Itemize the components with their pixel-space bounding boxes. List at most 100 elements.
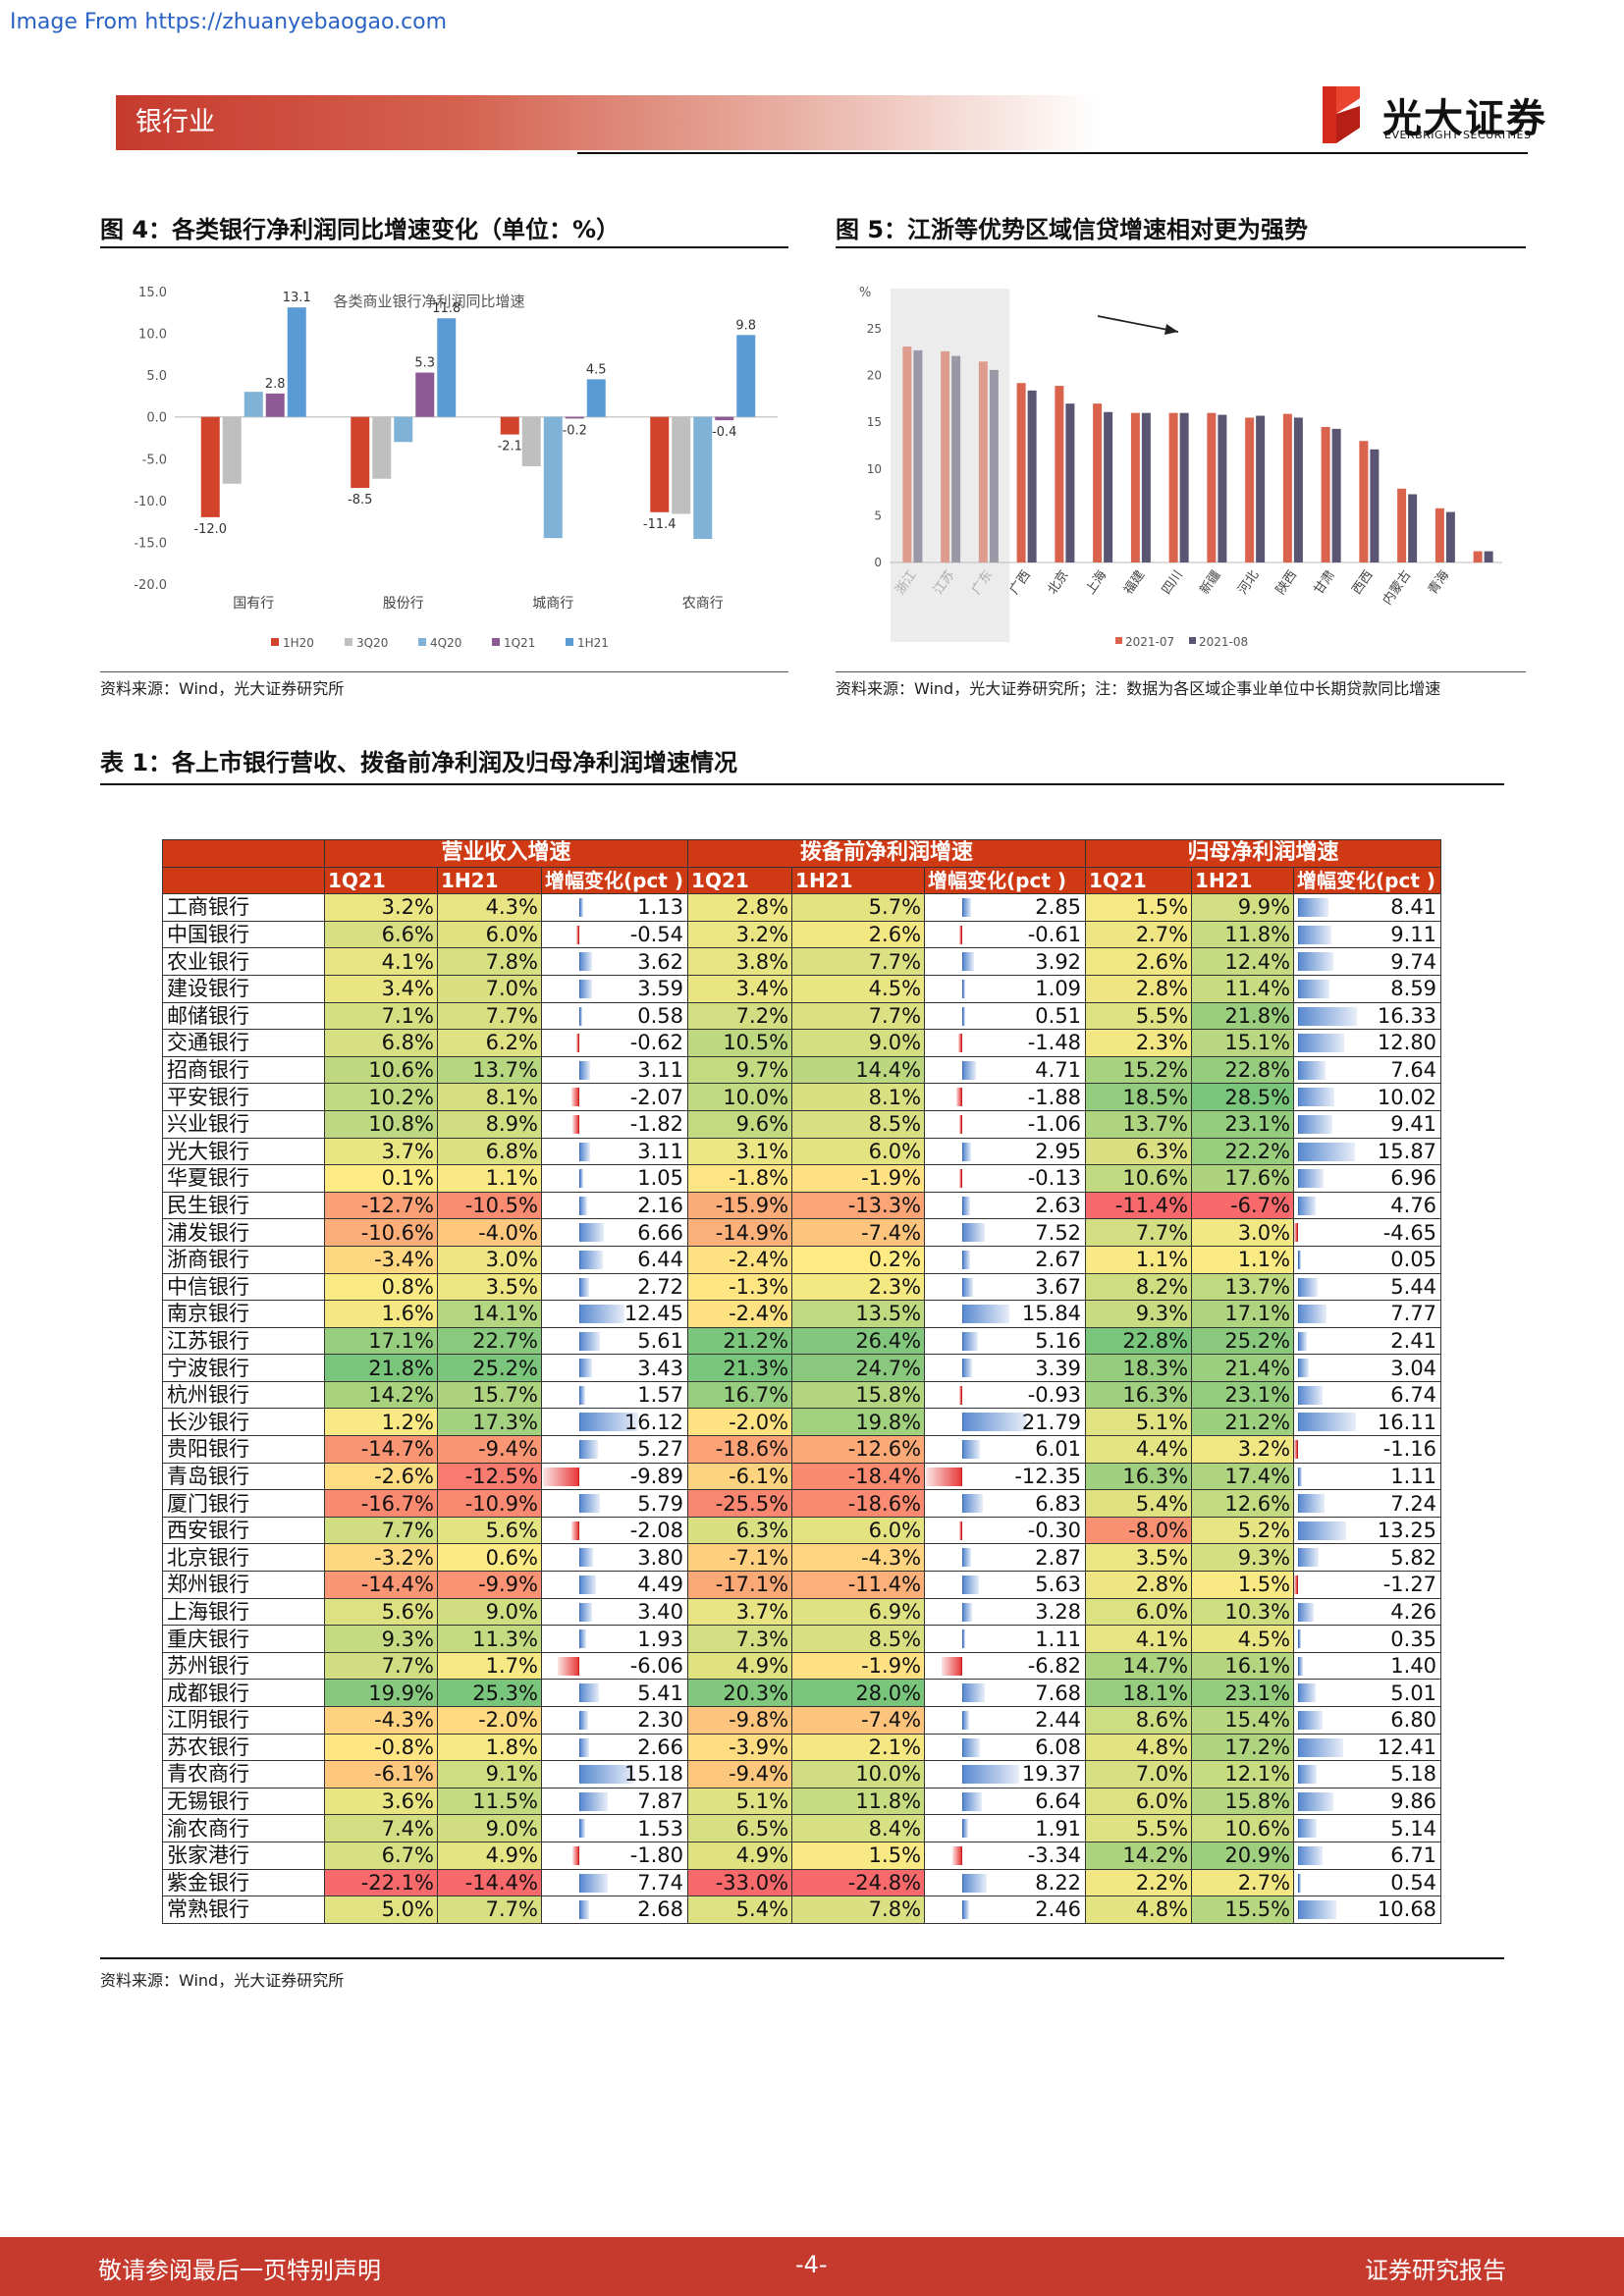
x-tick-label: 甘肃 bbox=[1312, 568, 1338, 598]
growth-cell: 8.5% bbox=[791, 1109, 926, 1139]
table-row: 中国银行 6.6% 6.0% -0.54 3.2% 2.6% -0.61 2.7% 11.8% 9… bbox=[162, 920, 1442, 949]
y-tick-label: 10 bbox=[867, 462, 882, 476]
pct-change-cell: 0.54 bbox=[1293, 1868, 1442, 1897]
growth-cell: 20.3% bbox=[687, 1679, 793, 1707]
data-bar bbox=[1298, 1196, 1316, 1215]
data-bar bbox=[962, 1602, 972, 1622]
data-bar bbox=[962, 1223, 985, 1243]
growth-cell: -24.8% bbox=[791, 1868, 926, 1897]
pct-change-cell: 2.46 bbox=[924, 1896, 1087, 1924]
pct-change-cell: 3.67 bbox=[924, 1272, 1087, 1302]
growth-cell: 3.0% bbox=[437, 1245, 542, 1274]
bar bbox=[1130, 412, 1140, 562]
bank-name: 无锡银行 bbox=[162, 1787, 325, 1816]
data-label: -2.1 bbox=[498, 440, 522, 454]
growth-cell: 2.3% bbox=[1085, 1029, 1193, 1057]
pct-change-value: 5.27 bbox=[637, 1437, 684, 1462]
growth-cell: 6.0% bbox=[791, 1137, 926, 1166]
legend-swatch bbox=[271, 638, 279, 646]
pct-change-cell: 6.01 bbox=[924, 1435, 1087, 1464]
y-tick-label: 10.0 bbox=[138, 328, 167, 343]
growth-cell: -12.7% bbox=[324, 1191, 438, 1220]
pct-change-cell: -0.62 bbox=[540, 1029, 689, 1057]
table-row: 常熟银行 5.0% 7.7% 2.68 5.4% 7.8% 2.46 4.8% 15.5% 10.… bbox=[162, 1896, 1442, 1924]
data-bar bbox=[962, 1791, 983, 1811]
legend-label: 1H20 bbox=[283, 636, 314, 650]
bar bbox=[672, 416, 691, 514]
pct-change-value: 7.74 bbox=[637, 1870, 684, 1895]
growth-cell: 24.7% bbox=[791, 1354, 926, 1382]
growth-cell: 17.3% bbox=[437, 1408, 542, 1437]
growth-cell: 17.1% bbox=[1191, 1300, 1295, 1328]
data-bar bbox=[1298, 1737, 1343, 1757]
pct-change-cell: 2.95 bbox=[924, 1137, 1087, 1166]
y-tick-label: 25 bbox=[867, 322, 882, 336]
growth-cell: 7.2% bbox=[687, 1001, 793, 1031]
data-bar bbox=[1298, 1819, 1317, 1839]
growth-cell: 10.2% bbox=[324, 1083, 438, 1111]
table-row: 郑州银行 -14.4% -9.9% 4.49 -17.1% -11.4% 5.63 2.8% 1… bbox=[162, 1571, 1442, 1599]
growth-cell: 5.5% bbox=[1085, 1001, 1193, 1031]
pct-change-value: -0.54 bbox=[629, 923, 684, 947]
growth-cell: 4.1% bbox=[324, 947, 438, 976]
pct-change-cell: -0.61 bbox=[924, 920, 1087, 949]
table-row: 农业银行 4.1% 7.8% 3.62 3.8% 7.7% 3.92 2.6% 12.4% 9.7… bbox=[162, 947, 1442, 976]
pct-change-cell: -1.06 bbox=[924, 1109, 1087, 1139]
growth-cell: 25.2% bbox=[1191, 1326, 1295, 1356]
bar bbox=[1408, 494, 1418, 562]
table-row: 中信银行 0.8% 3.5% 2.72 -1.3% 2.3% 3.67 8.2% 13.7% 5.… bbox=[162, 1272, 1442, 1302]
x-tick-label: 新疆 bbox=[1197, 567, 1224, 597]
pct-change-cell: -1.27 bbox=[1293, 1571, 1442, 1599]
pct-change-value: -3.34 bbox=[1027, 1843, 1082, 1868]
bar bbox=[287, 307, 306, 417]
data-bar bbox=[962, 1359, 973, 1378]
source-note[interactable]: Image From https://zhuanyebaogao.com bbox=[10, 10, 448, 34]
bar bbox=[222, 416, 242, 484]
growth-cell: 7.8% bbox=[791, 1896, 926, 1924]
growth-cell: -7.4% bbox=[791, 1706, 926, 1735]
data-bar bbox=[1298, 1791, 1334, 1811]
subheader-cell: 增幅变化(pct ) bbox=[540, 866, 689, 895]
pct-change-value: -6.06 bbox=[629, 1654, 684, 1679]
growth-cell: 23.1% bbox=[1191, 1109, 1295, 1139]
growth-cell: 3.7% bbox=[687, 1597, 793, 1627]
footer-band bbox=[0, 2237, 1624, 2296]
figure5-title-rule bbox=[836, 246, 1526, 248]
data-label: 4.5 bbox=[586, 362, 607, 377]
pct-change-value: -1.06 bbox=[1027, 1112, 1082, 1137]
growth-cell: 9.0% bbox=[437, 1814, 542, 1842]
corner-subcell bbox=[162, 866, 325, 895]
data-bar bbox=[962, 1006, 966, 1026]
growth-cell: 4.9% bbox=[687, 1651, 793, 1681]
bar bbox=[736, 335, 756, 417]
y-tick-label: 15.0 bbox=[138, 286, 167, 300]
growth-cell: 7.7% bbox=[324, 1516, 438, 1545]
group-header-pre-provision-profit: 拨备前净利润增速 bbox=[687, 839, 1087, 868]
footer-report-type: 证券研究报告 bbox=[1365, 2257, 1506, 2284]
bank-name: 常熟银行 bbox=[162, 1896, 325, 1924]
subheader-cell: 1Q21 bbox=[687, 866, 793, 895]
pct-change-value: -12.35 bbox=[1014, 1464, 1082, 1488]
table-row: 兴业银行 10.8% 8.9% -1.82 9.6% 8.5% -1.06 13.7% 23.1… bbox=[162, 1109, 1442, 1139]
pct-change-value: 16.11 bbox=[1377, 1410, 1437, 1434]
y-tick-label: 0 bbox=[874, 556, 882, 569]
growth-cell: 3.7% bbox=[324, 1137, 438, 1166]
pct-change-cell: 2.85 bbox=[924, 893, 1087, 922]
growth-cell: 9.3% bbox=[324, 1625, 438, 1653]
bar bbox=[1445, 511, 1455, 562]
pct-change-value: -1.82 bbox=[629, 1112, 684, 1137]
growth-cell: 1.7% bbox=[437, 1651, 542, 1681]
growth-cell: 8.1% bbox=[791, 1083, 926, 1111]
pct-change-cell: -1.82 bbox=[540, 1109, 689, 1139]
pct-change-value: 1.93 bbox=[637, 1627, 684, 1651]
table-subheader-row: 1Q21 1H21 增幅变化(pct ) 1Q21 1H21 增幅变化(pct ) 1Q21… bbox=[162, 866, 1442, 895]
pct-change-cell: 1.05 bbox=[540, 1164, 689, 1193]
growth-cell: -10.5% bbox=[437, 1191, 542, 1220]
data-bar bbox=[962, 1142, 971, 1161]
growth-cell: -3.4% bbox=[324, 1245, 438, 1274]
data-bar bbox=[1298, 979, 1329, 998]
table-row: 无锡银行 3.6% 11.5% 7.87 5.1% 11.8% 6.64 6.0% 15.8% 9… bbox=[162, 1787, 1442, 1816]
pct-change-value: 6.01 bbox=[1035, 1437, 1082, 1462]
bank-name: 杭州银行 bbox=[162, 1380, 325, 1410]
growth-cell: 5.0% bbox=[324, 1896, 438, 1924]
